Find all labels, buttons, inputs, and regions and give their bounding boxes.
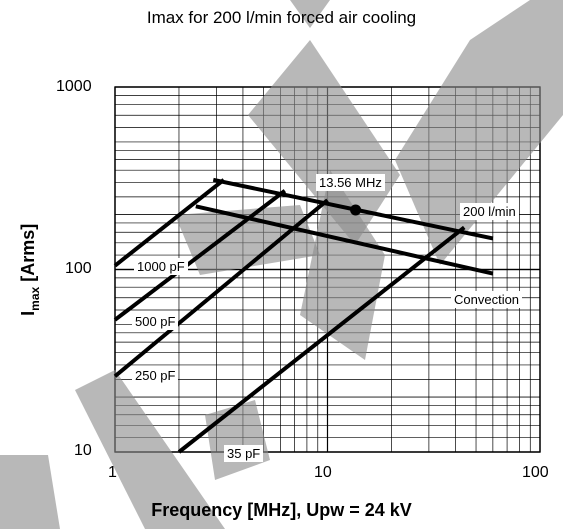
watermark-shape [0,455,60,529]
watermark-shape [300,170,385,360]
y-axis-label-sub: max [27,286,42,311]
series-line-convection [195,204,494,276]
series-lines [113,177,494,454]
y-tick-label-100: 100 [65,260,92,277]
y-axis-label: Imax [Arms] [18,220,42,320]
x-tick-label-10: 10 [314,464,332,481]
x-tick-label-1: 1 [108,464,117,481]
chart-title: Imax for 200 l/min forced air cooling [146,8,417,27]
watermark-shape [75,370,225,529]
series-line-250-pf [113,198,329,378]
series-line-500-pf [113,189,287,322]
series-label-200-l-min: 200 l/min [460,203,519,220]
series-line-35-pf [177,225,466,454]
watermark-shape [395,0,563,265]
y-tick-label-1000: 1000 [56,78,92,95]
series-label-1000-pf: 1000 pF [134,258,188,275]
x-axis-label: Frequency [MHz], Upw = 24 kV [151,500,412,520]
watermark-shape [248,40,400,245]
series-label-35-pf: 35 pF [224,445,264,462]
x-tick-label-100: 100 [522,464,549,481]
point-marker-13-56-mhz [350,204,362,216]
y-tick-label-10: 10 [74,442,92,459]
series-label-500-pf: 500 pF [132,313,179,330]
series-label-250-pf: 250 pF [132,367,179,384]
watermark-shape [290,0,330,28]
annotation-13-56-mhz: 13.56 MHz [316,174,385,191]
y-axis-label-main: I [18,310,39,316]
series-label-convection: Convection [451,291,523,308]
watermark-shape [175,205,320,275]
y-axis-label-unit: [Arms] [18,223,39,287]
series-line-1000-pf [113,178,226,268]
